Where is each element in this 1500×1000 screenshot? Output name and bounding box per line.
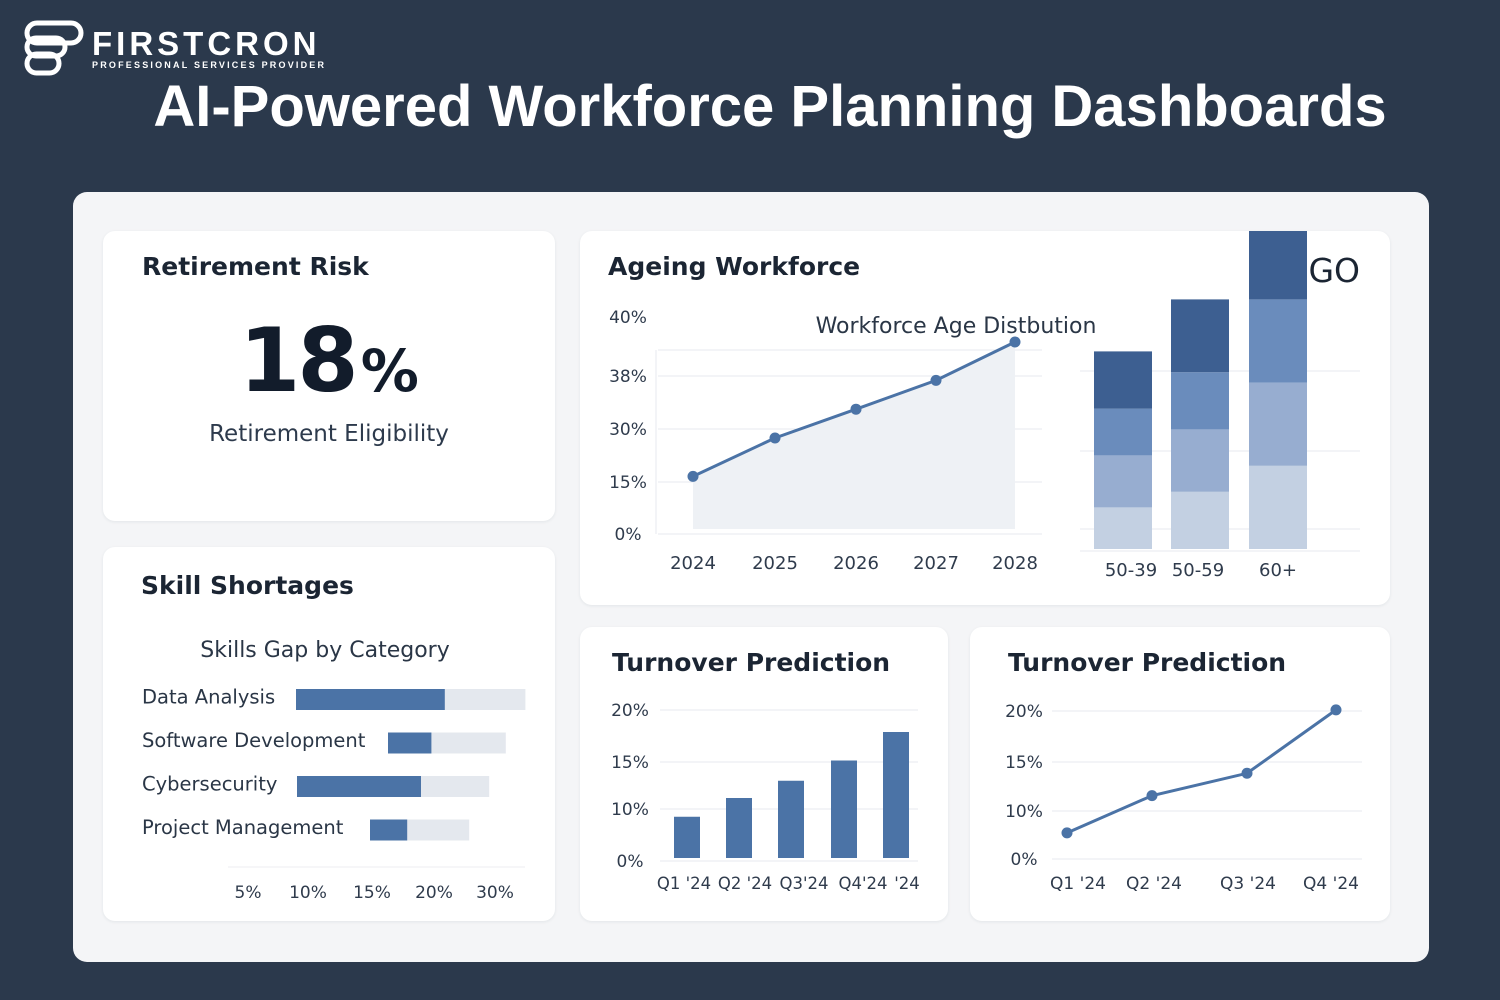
x-tick-label: 2025 — [752, 553, 798, 574]
y-tick-label: 15% — [1005, 753, 1043, 773]
stacked-bar-segment — [1171, 299, 1229, 373]
retirement-value: 18 % — [103, 309, 555, 412]
x-tick-label: 2026 — [833, 553, 879, 574]
bar — [726, 798, 752, 858]
y-tick-label: 20% — [611, 701, 649, 721]
x-tick-label: 5% — [235, 883, 262, 903]
x-tick-label: 50-59 — [1172, 560, 1224, 581]
data-point — [1061, 827, 1073, 839]
x-tick-label: Q2 '24 — [718, 874, 772, 893]
y-tick-label: 38% — [609, 367, 647, 387]
stacked-bar-segment — [1094, 455, 1152, 508]
y-tick-label: 15% — [609, 473, 647, 493]
y-tick-label: 10% — [611, 800, 649, 820]
data-point — [1009, 336, 1021, 348]
data-point — [850, 403, 862, 415]
x-tick-label: 2028 — [992, 553, 1038, 574]
category-label: Data Analysis — [142, 686, 275, 709]
brand-tagline: PROFESSIONAL SERVICES PROVIDER — [92, 60, 327, 70]
turnover-bar-card[interactable]: Turnover Prediction 0% 10% 15% 20% Q1 '24 Q2 … — [580, 627, 948, 921]
stacked-bar-segment — [1171, 429, 1229, 492]
y-tick-label: 40% — [609, 308, 647, 328]
stacked-bar-segment — [1249, 465, 1307, 549]
y-tick-label: 20% — [1005, 702, 1043, 722]
y-tick-label: 0% — [615, 525, 642, 545]
brand-logo: FIRSTCRON PROFESSIONAL SERVICES PROVIDER — [24, 20, 344, 78]
x-tick-label: 10% — [289, 883, 327, 903]
data-point — [687, 470, 699, 482]
brand-name: FIRSTCRON — [92, 25, 321, 62]
x-tick-label: 50-39 — [1105, 560, 1157, 581]
retirement-risk-card[interactable]: Retirement Risk 18 % Retirement Eligibil… — [103, 231, 555, 521]
ageing-workforce-card[interactable]: Ageing Workforce LOGO 40% 38% 30% 15% 0% 2024… — [580, 231, 1390, 605]
y-tick-label: 30% — [609, 420, 647, 440]
data-point — [1241, 767, 1253, 779]
retirement-label: Retirement Eligibility — [209, 421, 449, 447]
y-tick-label: 15% — [611, 753, 649, 773]
bar — [297, 776, 421, 797]
bar — [388, 732, 432, 754]
turnover-line-card[interactable]: Turnover Prediction 0% 10% 15% 20% Q1 '24 Q2 … — [970, 627, 1390, 921]
x-tick-label: 2027 — [913, 553, 959, 574]
card-title: Skill Shortages — [141, 571, 354, 600]
x-tick-label: 15% — [353, 883, 391, 903]
stacked-bar-segment — [1249, 231, 1307, 300]
data-point — [1146, 790, 1158, 802]
x-tick-label: 20% — [415, 883, 453, 903]
stacked-bar-segment — [1094, 351, 1152, 409]
ageing-workforce-chart: 40% 38% 30% 15% 0% 2024 2025 2026 2027 2028 Workfo… — [609, 231, 1360, 581]
chart-title: Skills Gap by Category — [200, 638, 449, 663]
stacked-bar-segment — [1249, 382, 1307, 466]
data-point — [1330, 704, 1342, 716]
category-label: Cybersecurity — [142, 773, 277, 796]
x-tick-label: 2024 — [670, 553, 716, 574]
retirement-percent-number: 18 — [239, 309, 358, 412]
card-title: Ageing Workforce — [608, 252, 861, 281]
stacked-bar-segment — [1171, 491, 1229, 549]
turnover-line-chart: 0% 10% 15% 20% Q1 '24 Q2 '24 Q3 '24 Q4 '24 — [1005, 702, 1362, 894]
series-line — [1066, 708, 1337, 835]
brand-mark-icon — [24, 20, 84, 76]
y-tick-label: 10% — [1005, 802, 1043, 822]
x-tick-label: Q3'24 — [779, 874, 828, 893]
bar — [883, 732, 909, 858]
bar — [674, 816, 700, 858]
turnover-bar-chart: 0% 10% 15% 20% Q1 '24 Q2 '24 Q3'24 Q4'24 '24 — [611, 701, 920, 893]
y-tick-label: 0% — [617, 852, 644, 872]
x-tick-label: Q2 '24 — [1126, 874, 1182, 894]
page-title: AI-Powered Workforce Planning Dashboards — [153, 74, 1387, 139]
x-tick-label: Q4 '24 — [1303, 874, 1359, 894]
card-title: Turnover Prediction — [1008, 648, 1287, 677]
x-tick-label: '24 — [894, 874, 920, 893]
data-point — [769, 432, 781, 444]
card-title: Turnover Prediction — [612, 648, 891, 677]
category-label: Software Development — [142, 729, 366, 752]
bar — [370, 819, 408, 841]
chart-title: Workforce Age Distbution — [816, 314, 1097, 339]
skills-gap-chart: Skills Gap by Category Data Analysis Softw… — [142, 638, 526, 903]
x-tick-label: Q3 '24 — [1220, 874, 1276, 894]
skill-shortages-card[interactable]: Skill Shortages Skills Gap by Category Da… — [103, 547, 555, 921]
retirement-percent-unit: % — [360, 337, 419, 405]
area-fill — [693, 342, 1015, 529]
x-tick-label: 60+ — [1259, 560, 1297, 581]
stacked-bar-segment — [1094, 408, 1152, 456]
stacked-bar-segment — [1249, 299, 1307, 383]
x-tick-label: Q1 '24 — [657, 874, 711, 893]
stacked-bar-segment — [1171, 372, 1229, 430]
category-label: Project Management — [142, 816, 344, 839]
card-title: Retirement Risk — [142, 252, 369, 281]
bar — [778, 780, 804, 858]
data-point — [930, 374, 942, 386]
bar — [831, 760, 857, 858]
y-tick-label: 0% — [1011, 850, 1038, 870]
stacked-bar-segment — [1094, 507, 1152, 549]
dashboard-panel: Retirement Risk 18 % Retirement Eligibil… — [73, 192, 1429, 962]
x-tick-label: 30% — [476, 883, 514, 903]
bar — [296, 689, 445, 710]
x-tick-label: Q4'24 — [838, 874, 887, 893]
x-tick-label: Q1 '24 — [1050, 874, 1106, 894]
